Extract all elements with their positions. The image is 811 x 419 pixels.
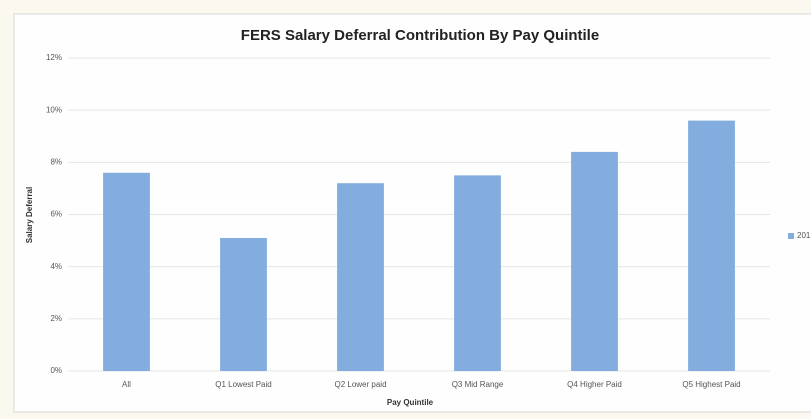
y-tick-label: 8% — [50, 157, 62, 166]
y-tick-label: 2% — [50, 314, 62, 323]
legend-swatch — [788, 233, 794, 239]
x-tick-label: Q4 Higher Paid — [567, 380, 622, 389]
legend-label: 201 — [797, 231, 811, 240]
bar — [571, 151, 618, 371]
x-tick-label: Q3 Mid Range — [452, 380, 504, 389]
bar — [220, 237, 267, 371]
y-axis-label: Salary Deferral — [25, 187, 34, 243]
chart-title: FERS Salary Deferral Contribution By Pay… — [241, 27, 599, 44]
y-tick-label: 6% — [50, 210, 62, 219]
y-tick-label: 10% — [46, 105, 62, 114]
y-tick-label: 4% — [50, 262, 62, 271]
x-tick-label: Q2 Lower paid — [334, 380, 386, 389]
x-tick-label: Q5 Highest Paid — [682, 380, 740, 389]
x-tick-label: All — [122, 380, 131, 389]
y-tick-label: 0% — [50, 366, 62, 375]
x-axis-label: Pay Quintile — [387, 398, 434, 407]
bar — [103, 172, 150, 371]
bar — [688, 120, 735, 371]
x-tick-label: Q1 Lowest Paid — [215, 380, 271, 389]
y-tick-label: 12% — [46, 53, 62, 62]
bar — [337, 183, 384, 371]
bar — [454, 175, 501, 371]
